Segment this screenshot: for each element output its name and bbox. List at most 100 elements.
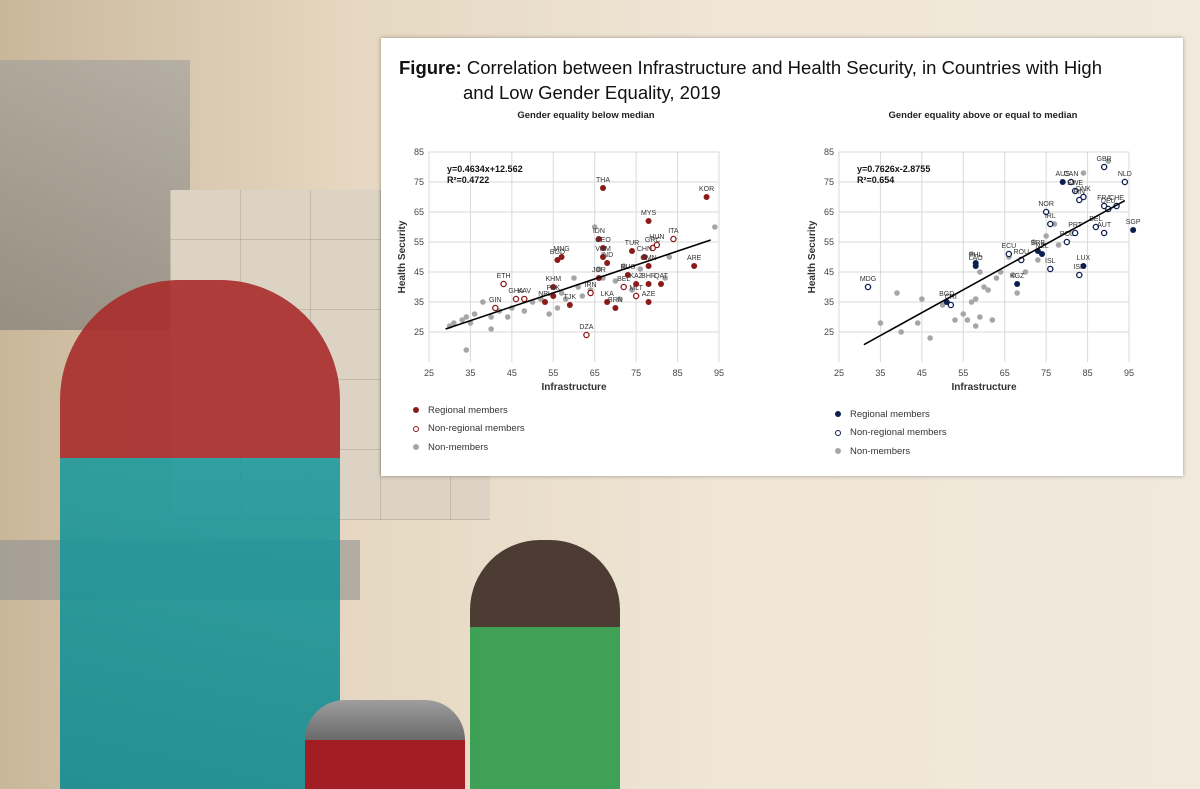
non-regional-point <box>500 280 507 288</box>
x-tick-label: 35 <box>875 368 885 378</box>
non-member-point <box>1080 170 1087 176</box>
point-label: DZA <box>579 324 593 331</box>
non-member-point <box>898 329 904 335</box>
non-member-point <box>712 224 718 230</box>
non-regional-point <box>649 244 656 252</box>
point-label: AZE <box>642 291 656 298</box>
x-tick-label: 95 <box>714 368 724 378</box>
legend-non-regional: Non-regional members <box>413 420 525 439</box>
point-label: MYS <box>641 210 657 217</box>
regional-point <box>554 257 561 263</box>
point-label: PAK <box>547 285 561 292</box>
point-label: KGZ <box>1010 273 1025 280</box>
non-member-point <box>968 251 975 257</box>
non-member-point <box>662 275 668 281</box>
point-label: IRL <box>1045 213 1056 220</box>
regional-point <box>624 272 631 278</box>
non-member-point <box>612 278 619 284</box>
point-label: LAO <box>969 255 984 262</box>
point-label: ETH <box>497 273 511 280</box>
y-tick-label: 35 <box>824 297 834 307</box>
bowl <box>305 700 465 789</box>
point-label: FIN <box>1074 189 1085 196</box>
legend-regional-label: Regional members <box>850 408 930 420</box>
point-label: DEU <box>1101 198 1116 205</box>
point-label: NPL <box>538 291 552 298</box>
point-label: KAV <box>518 288 532 295</box>
point-label: NLD <box>1118 171 1132 178</box>
non-member-point <box>504 314 511 320</box>
x-axis-label: Infrastructure <box>541 382 606 393</box>
non-member-point <box>488 314 494 320</box>
point-label: ARE <box>687 255 702 262</box>
non-member-point <box>596 266 602 272</box>
non-member-point <box>985 287 991 293</box>
non-regional-point <box>1071 229 1079 237</box>
non-regional-point <box>1076 196 1083 204</box>
non-regional-point <box>670 235 677 243</box>
non-member-point <box>579 293 586 299</box>
y-tick-label: 65 <box>414 207 424 217</box>
non-member-point <box>927 335 933 341</box>
y-tick-label: 55 <box>414 237 424 247</box>
point-label: VNM <box>595 246 611 253</box>
regional-point <box>600 254 606 260</box>
non-regional-point <box>1047 220 1054 228</box>
legend-non-members-label: Non-members <box>850 445 911 457</box>
left-scatter-chart: 25 35 45 55 65 75 85 95 25 35 45 55 65 75 85 Infrastruc… <box>397 147 724 393</box>
point-label: BHR <box>641 273 656 280</box>
figure-title: Figure: Correlation between Infrastructu… <box>399 55 1159 105</box>
non-member-point <box>571 275 577 281</box>
regional-point <box>1014 281 1021 287</box>
legend-regional-label: Regional members <box>428 404 508 416</box>
point-label: GRC <box>645 237 661 244</box>
non-member-point <box>939 302 946 308</box>
y-tick-label: 85 <box>414 147 424 157</box>
non-regional-point <box>1100 229 1108 237</box>
non-regional-point <box>521 295 528 303</box>
point-label: CHN <box>637 246 652 253</box>
point-label: TJK <box>564 294 577 301</box>
non-regional-point <box>587 289 594 297</box>
left-panel-title: Gender equality below median <box>517 110 655 121</box>
regional-point <box>1130 227 1137 233</box>
non-member-point <box>558 290 565 296</box>
non-member-point <box>919 296 925 302</box>
regional-point <box>550 293 557 299</box>
point-label: KOR <box>699 186 714 193</box>
legend-non-regional-marker <box>413 425 419 432</box>
regional-point <box>629 248 635 254</box>
point-label: MDG <box>860 276 876 283</box>
figure-label: Figure: <box>399 57 462 78</box>
point-label: BEL <box>617 276 630 283</box>
non-regional-point <box>1042 208 1050 216</box>
non-member-point <box>546 311 552 317</box>
non-regional-point <box>1067 178 1075 186</box>
non-member-point <box>952 317 958 323</box>
non-member-point <box>972 323 979 329</box>
non-regional-point <box>1080 193 1087 201</box>
non-member-point <box>591 224 598 230</box>
point-label: SWE <box>1067 180 1083 187</box>
y-tick-label: 55 <box>824 237 834 247</box>
point-label: GEO <box>595 237 611 244</box>
y-tick-label: 45 <box>414 267 424 277</box>
y-axis-label: Health Security <box>807 220 818 293</box>
regional-point <box>645 263 652 269</box>
regional-point <box>595 236 602 242</box>
x-tick-label: 65 <box>1000 368 1010 378</box>
non-regional-point <box>632 292 640 300</box>
regional-point <box>703 194 710 200</box>
point-label: OMN <box>640 255 656 262</box>
non-regional-point <box>1047 265 1054 273</box>
x-tick-label: 85 <box>1083 368 1093 378</box>
figure-card: Figure: Correlation between Infrastructu… <box>381 38 1183 476</box>
non-member-point <box>1105 158 1112 164</box>
non-member-point <box>666 254 673 260</box>
point-label: LUX <box>1077 255 1091 262</box>
regional-point <box>604 299 611 305</box>
point-label: ITA <box>668 228 679 235</box>
point-label: MLT <box>629 285 643 292</box>
point-label: DNK <box>1076 186 1091 193</box>
point-label: ROU <box>1014 249 1030 256</box>
